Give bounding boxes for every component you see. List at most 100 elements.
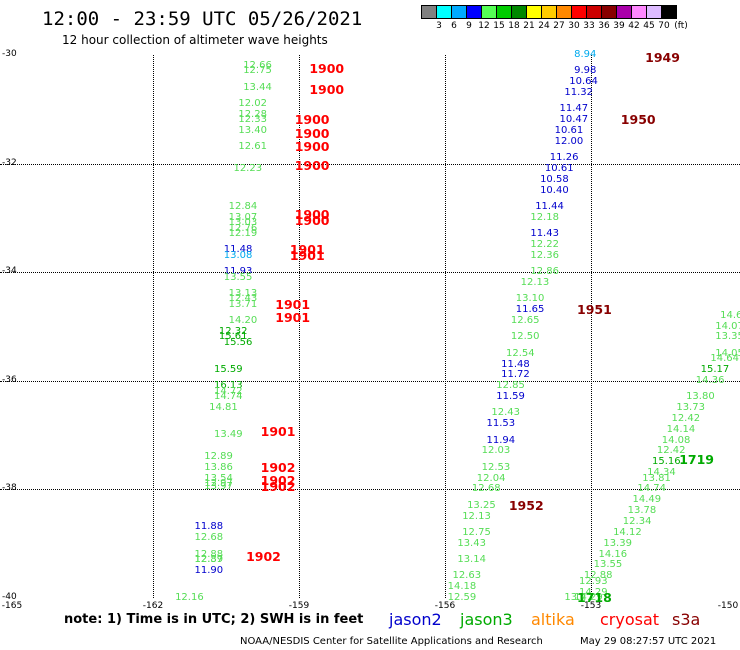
latitude-label: -30 (2, 49, 17, 59)
wave-height-value: 11.72 (501, 369, 530, 381)
wave-height-value: 13.54 (204, 472, 233, 484)
color-swatch (661, 5, 677, 19)
wave-height-value: 13.86 (204, 461, 233, 473)
wave-height-value: 13.80 (686, 391, 715, 403)
color-swatch (421, 5, 437, 19)
wave-height-value: 13.03 (228, 217, 258, 229)
longitude-label: -165 (1, 601, 23, 611)
wave-height-value: 13.55 (223, 271, 253, 283)
wave-height-value: 13.39 (603, 537, 632, 549)
color-swatch (556, 5, 572, 19)
legend-cryosat: cryosat (600, 610, 660, 629)
wave-height-value: 12.13 (462, 510, 491, 522)
color-scale-label: 9 (466, 21, 472, 31)
wave-height-value: 11.48 (223, 244, 253, 256)
wave-height-value: 12.66 (243, 59, 272, 71)
wave-height-value: 12.32 (218, 325, 248, 337)
color-swatch (586, 5, 602, 19)
color-scale-label: 33 (583, 21, 595, 31)
wave-height-value: 12.65 (510, 315, 540, 327)
color-scale-unit: (ft) (674, 21, 688, 31)
longitude-label: -162 (142, 601, 164, 611)
wave-height-value: 13.40 (238, 125, 267, 137)
meridian-line (591, 55, 592, 598)
color-swatch (466, 5, 482, 19)
wave-height-value: 16.13 (214, 380, 243, 392)
wave-height-value: 11.32 (564, 87, 594, 98)
wave-height-value: 12.28 (238, 108, 267, 120)
wave-height-value: 15.59 (214, 363, 243, 375)
longitude-label: -150 (717, 601, 739, 611)
wave-height-value: 8.94 (574, 49, 597, 60)
wave-height-value: 12.02 (238, 97, 267, 109)
color-scale-label: 6 (451, 21, 457, 31)
wave-height-value: 11.90 (194, 564, 224, 576)
wave-height-value: 12.03 (481, 445, 511, 457)
wave-height-value: 10.61 (544, 163, 574, 175)
wave-height-value: 13.44 (243, 81, 272, 93)
longitude-label: -159 (288, 601, 310, 611)
color-swatch (601, 5, 617, 19)
wave-height-value: 14.34 (647, 467, 676, 479)
wave-height-value: 13.10 (515, 293, 545, 305)
wave-height-value: 13.35 (715, 331, 740, 343)
wave-height-value: 11.59 (496, 391, 525, 403)
wave-height-value: 12.53 (481, 461, 511, 473)
wave-height-value: 13.13 (228, 287, 258, 299)
parallel-line (0, 380, 740, 382)
color-scale-label: 15 (493, 21, 505, 31)
note: note: 1) Time is in UTC; 2) SWH is in fe… (64, 612, 364, 627)
wave-height-value: 13.81 (642, 472, 671, 484)
pass-time-label: 1900 (294, 158, 330, 174)
wave-height-value: 12.43 (491, 407, 521, 419)
parallel-line (0, 272, 740, 274)
wave-height-value: 13.07 (228, 211, 258, 223)
wave-height-value: 11.88 (194, 521, 224, 533)
map-title: 12:00 - 23:59 UTC 05/26/2021 (42, 8, 363, 30)
color-scale-label: 36 (598, 21, 610, 31)
wave-height-value: 12.16 (175, 592, 204, 603)
meridian-line (445, 55, 446, 598)
color-swatch (451, 5, 467, 19)
wave-height-value: 12.37 (194, 553, 224, 565)
wave-height-value: 12.86 (530, 266, 559, 278)
wave-height-value: 12.18 (530, 211, 559, 223)
color-swatch (436, 5, 452, 19)
meridian-line (299, 55, 300, 598)
wave-height-value: 10.64 (569, 76, 598, 88)
wave-height-value: 14.05 (715, 347, 740, 359)
wave-height-value: 14.74 (214, 391, 243, 403)
wave-height-value: 11.44 (535, 201, 564, 213)
color-scale-label: 12 (478, 21, 490, 31)
legend-jason2: jason2 (389, 610, 442, 629)
color-swatch (541, 5, 557, 19)
wave-height-value: 14.72 (214, 385, 243, 397)
pass-time-label: 1902 (260, 478, 296, 494)
color-scale-label: 39 (613, 21, 625, 31)
color-scale-label: 27 (553, 21, 565, 31)
legend-jason3: jason3 (460, 610, 513, 629)
parallel-line (0, 489, 740, 491)
wave-height-value: 12.85 (496, 380, 525, 392)
wave-height-value: 12.97 (204, 477, 233, 489)
latitude-label: -38 (2, 483, 17, 494)
pass-time-label: 1952 (508, 497, 544, 513)
pass-time-label: 1902 (260, 473, 296, 489)
wave-height-value: 13.77 (564, 592, 594, 603)
latitude-label: -40 (2, 592, 17, 602)
legend-s3a: s3a (672, 610, 701, 629)
wave-height-value: 12.13 (520, 277, 550, 289)
wave-height-value: 12.88 (583, 570, 613, 582)
wave-height-value: 13.97 (204, 480, 233, 492)
wave-height-value: 15.61 (218, 331, 248, 343)
color-scale-label: 70 (658, 21, 670, 31)
wave-height-value: 12.34 (622, 515, 652, 527)
pass-time-label: 1900 (309, 60, 345, 76)
color-scale-label: 24 (538, 21, 550, 31)
wave-height-value: 14.12 (613, 526, 642, 538)
wave-height-value: 13.71 (228, 298, 258, 310)
wave-height-value: 13.49 (214, 429, 243, 441)
wave-height-value: 12.68 (194, 532, 224, 544)
wave-height-value: 12.88 (194, 548, 224, 560)
wave-height-value: 14.64 (710, 353, 740, 365)
